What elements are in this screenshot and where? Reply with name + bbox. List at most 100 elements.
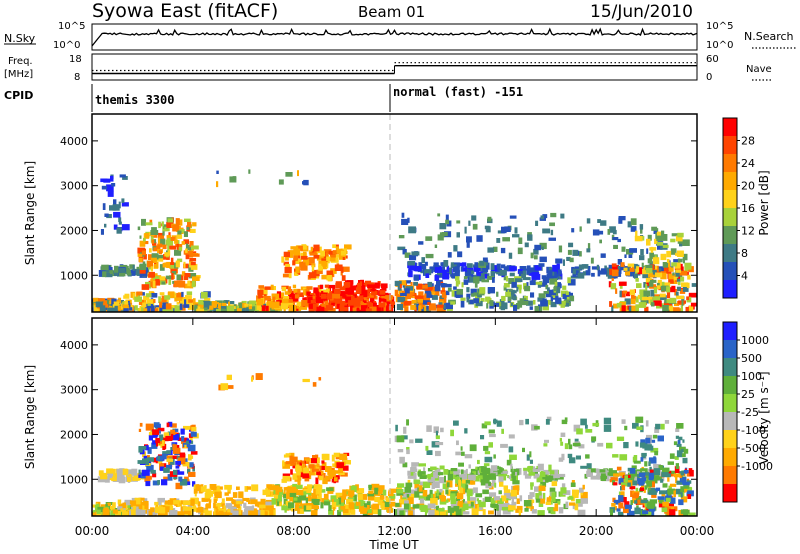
data-cell	[617, 259, 622, 265]
data-cell	[191, 245, 199, 250]
data-cell	[197, 484, 203, 490]
data-cell	[318, 265, 323, 271]
data-cell	[530, 484, 533, 490]
data-cell	[436, 505, 439, 511]
data-cell	[688, 292, 697, 298]
data-cell	[157, 243, 163, 248]
data-cell	[675, 428, 680, 432]
data-cell	[397, 283, 402, 291]
colorbar-segment	[723, 118, 737, 137]
data-cell	[187, 468, 191, 474]
data-cell	[264, 286, 273, 290]
data-cell	[290, 246, 299, 250]
data-cell	[321, 462, 327, 466]
data-cell	[163, 476, 169, 481]
data-cell	[522, 447, 525, 453]
data-cell	[629, 267, 635, 272]
data-cell	[465, 484, 469, 491]
data-cell	[473, 298, 480, 304]
data-cell	[187, 244, 192, 251]
data-cell	[565, 291, 569, 296]
data-cell	[189, 241, 194, 248]
data-cell	[473, 276, 480, 284]
data-cell	[681, 449, 686, 453]
data-cell	[311, 505, 319, 510]
data-cell	[549, 222, 555, 227]
data-cell	[496, 263, 501, 269]
data-cell	[592, 422, 600, 427]
data-cell	[671, 262, 677, 267]
data-cell	[511, 501, 517, 506]
data-cell	[437, 270, 441, 276]
data-cell	[518, 509, 521, 516]
data-cell	[491, 265, 498, 272]
data-cell	[509, 290, 517, 294]
data-cell	[570, 275, 578, 279]
data-cell	[667, 488, 676, 495]
data-cell	[434, 275, 439, 281]
data-cell	[400, 292, 407, 297]
data-cell	[407, 479, 411, 484]
data-cell	[316, 306, 325, 312]
data-cell	[114, 473, 118, 478]
data-cell	[138, 257, 143, 262]
data-cell	[321, 274, 327, 280]
data-cell	[407, 504, 411, 511]
data-cell	[311, 498, 317, 505]
data-cell	[258, 510, 265, 516]
data-cell	[289, 497, 296, 502]
data-cell	[558, 457, 564, 462]
data-cell	[318, 260, 327, 267]
data-cell	[170, 423, 177, 428]
data-cell	[179, 452, 186, 459]
data-cell	[192, 505, 197, 512]
data-cell	[366, 501, 371, 509]
data-cell	[474, 283, 478, 288]
data-cell	[487, 287, 495, 294]
data-cell	[246, 498, 249, 503]
data-cell	[282, 460, 285, 467]
colorbar-tick-label: 4	[741, 270, 748, 283]
data-cell	[175, 428, 179, 432]
data-cell	[434, 476, 440, 481]
data-cell	[422, 284, 428, 289]
data-cell	[484, 451, 491, 455]
data-cell	[471, 293, 475, 297]
data-cell	[244, 507, 248, 511]
data-cell	[640, 439, 646, 443]
data-cell	[172, 280, 176, 284]
data-cell	[648, 461, 651, 466]
data-cell	[490, 263, 495, 270]
data-cell	[496, 504, 499, 511]
data-cell	[299, 462, 303, 469]
data-cell	[539, 256, 547, 263]
data-cell	[683, 470, 689, 474]
data-cell	[555, 273, 560, 278]
data-cell	[342, 504, 350, 510]
data-cell	[162, 453, 167, 460]
data-cell	[460, 300, 465, 308]
data-cell	[469, 276, 475, 283]
data-cell	[129, 510, 132, 516]
data-cell	[318, 377, 322, 381]
data-cell	[465, 480, 470, 484]
data-cell	[216, 170, 219, 174]
data-cell	[666, 262, 670, 269]
data-cell	[241, 300, 247, 305]
data-cell	[619, 290, 622, 298]
data-cell	[183, 231, 188, 237]
data-cell	[575, 499, 584, 504]
data-cell	[668, 277, 674, 284]
noise-left-tick-top: 10^5	[58, 21, 85, 32]
data-cell	[288, 502, 295, 509]
data-cell	[624, 298, 631, 305]
data-cell	[426, 293, 433, 298]
data-cell	[326, 302, 329, 307]
data-cell	[488, 510, 494, 515]
data-cell	[501, 506, 510, 511]
data-cell	[511, 281, 517, 288]
colorbar-segment	[723, 358, 737, 377]
data-cell	[620, 262, 625, 267]
data-cell	[444, 475, 446, 483]
data-cell	[295, 465, 302, 472]
